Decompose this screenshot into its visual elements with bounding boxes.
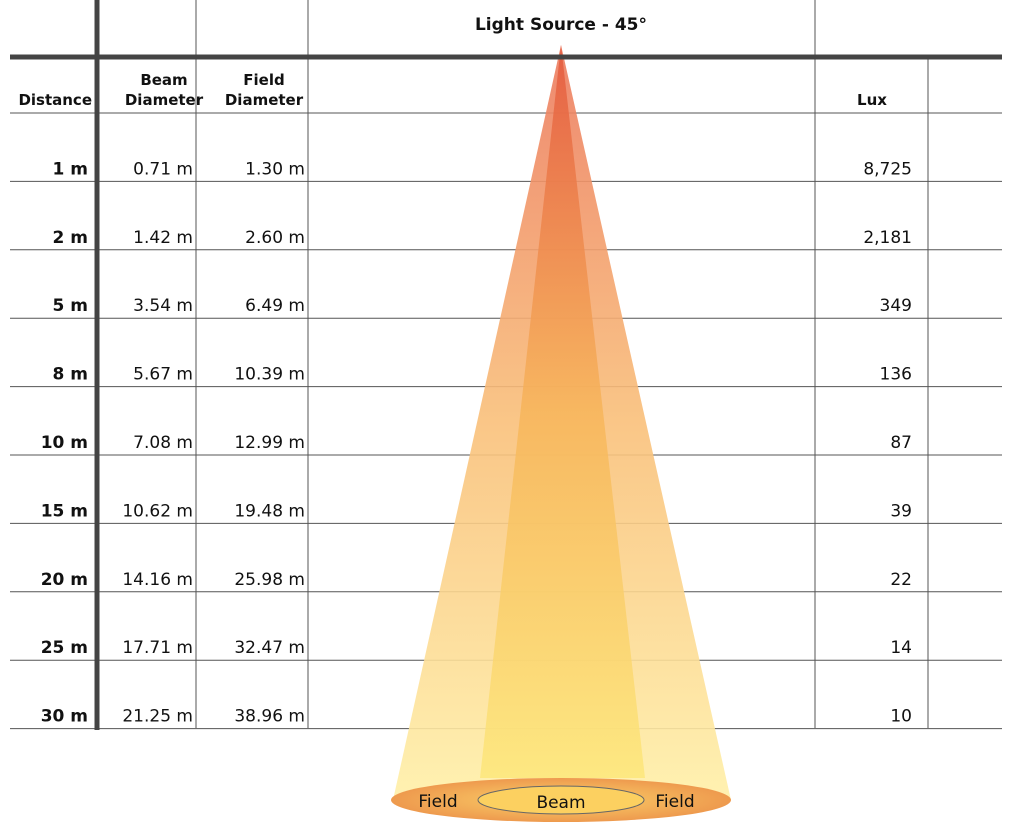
title: Light Source - 45°: [475, 15, 647, 35]
table-cell: 25.98 m: [234, 570, 305, 590]
table-cell: 39: [890, 501, 912, 521]
column-header: Lux: [857, 91, 887, 109]
table-cell: 87: [890, 433, 912, 453]
field-label: Field: [418, 792, 457, 812]
table-cell: 1.42 m: [133, 228, 193, 248]
table-cell: 12.99 m: [234, 433, 305, 453]
table-cell: 349: [880, 296, 912, 316]
table-cell: 8,725: [863, 159, 912, 179]
distance-cell: 25 m: [41, 638, 88, 658]
distance-cell: 2 m: [53, 228, 88, 248]
column-header: Diameter: [225, 91, 304, 109]
table-cell: 0.71 m: [133, 159, 193, 179]
column-header: Beam: [140, 71, 187, 89]
column-header: Distance: [18, 91, 92, 109]
column-header: Field: [243, 71, 284, 89]
table-cell: 14: [890, 638, 912, 658]
table-cell: 3.54 m: [133, 296, 193, 316]
distance-cell: 8 m: [53, 365, 88, 385]
table-cell: 21.25 m: [122, 707, 193, 727]
distance-cell: 1 m: [53, 159, 88, 179]
table-cell: 32.47 m: [234, 638, 305, 658]
table-cell: 19.48 m: [234, 501, 305, 521]
table-cell: 7.08 m: [133, 433, 193, 453]
table-cell: 6.49 m: [245, 296, 305, 316]
table-cell: 17.71 m: [122, 638, 193, 658]
table-cell: 10.62 m: [122, 501, 193, 521]
table-cell: 10: [890, 707, 912, 727]
distance-cell: 20 m: [41, 570, 88, 590]
table-cell: 5.67 m: [133, 365, 193, 385]
beam-label: Beam: [536, 793, 585, 813]
distance-cell: 30 m: [41, 707, 88, 727]
table-cell: 2,181: [863, 228, 912, 248]
table-cell: 14.16 m: [122, 570, 193, 590]
distance-cell: 5 m: [53, 296, 88, 316]
column-header: Diameter: [125, 91, 204, 109]
distance-cell: 15 m: [41, 501, 88, 521]
table-cell: 22: [890, 570, 912, 590]
light-cone: Field Beam Field: [391, 45, 731, 822]
table-cell: 2.60 m: [245, 228, 305, 248]
table-cell: 1.30 m: [245, 159, 305, 179]
table-cell: 38.96 m: [234, 707, 305, 727]
distance-cell: 10 m: [41, 433, 88, 453]
field-label: Field: [655, 792, 694, 812]
table-cell: 136: [880, 365, 912, 385]
table-cell: 10.39 m: [234, 365, 305, 385]
